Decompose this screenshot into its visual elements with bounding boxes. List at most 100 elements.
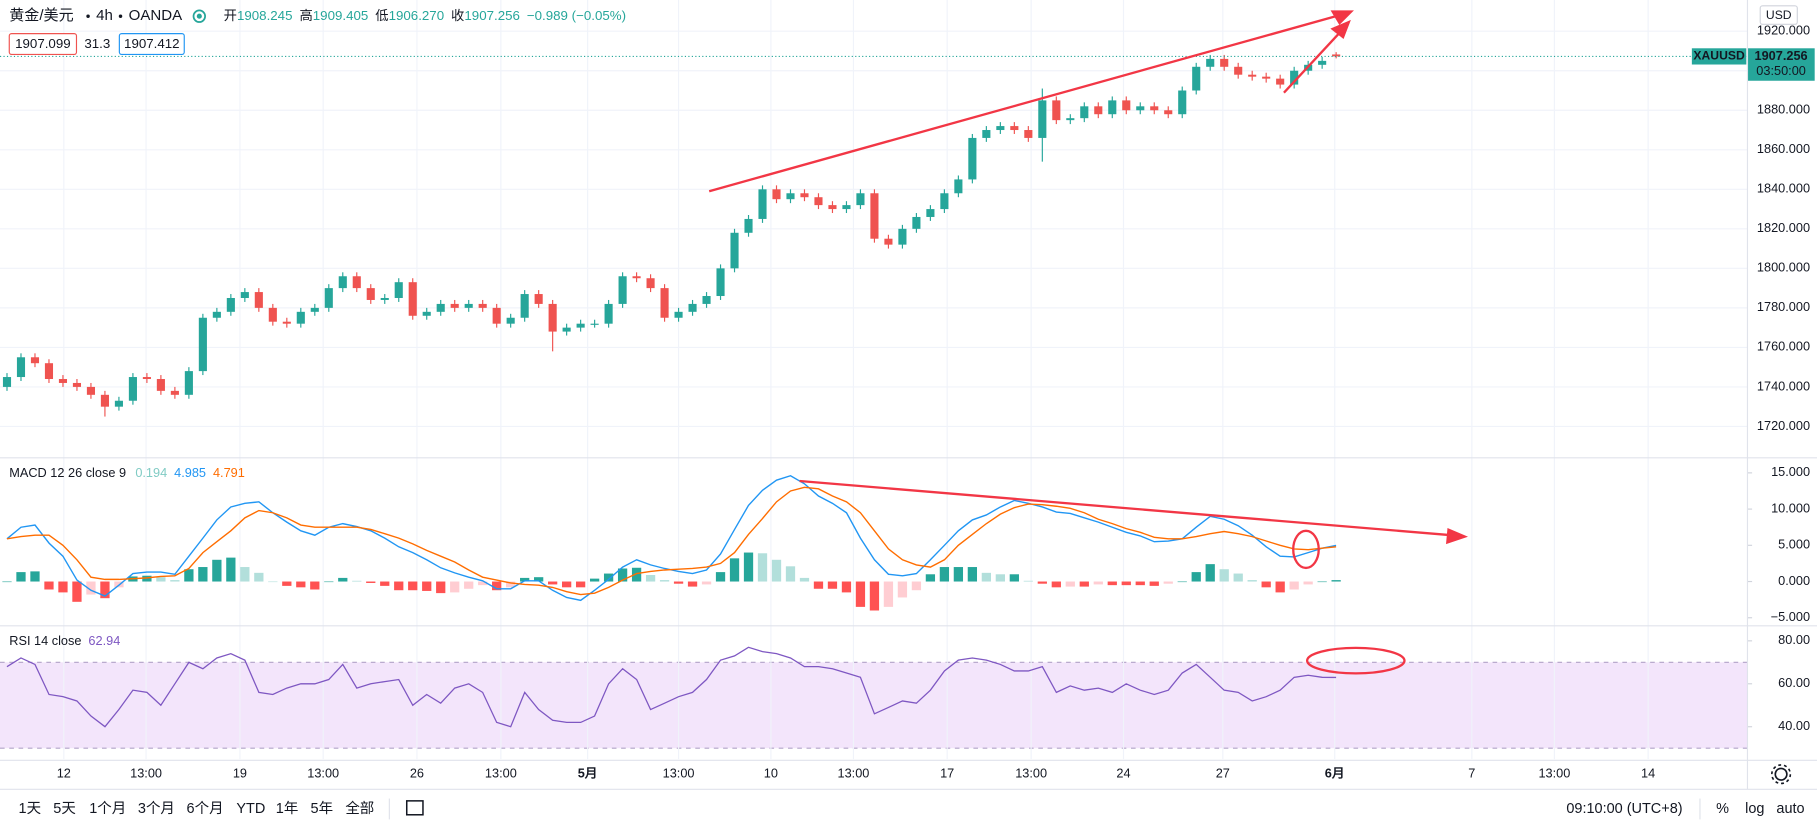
- rsi-legend: RSI 14 close 62.94: [9, 633, 120, 648]
- range-button[interactable]: 6个月: [187, 800, 224, 817]
- x-tick-label: 17: [940, 766, 954, 781]
- x-tick-label: 7: [1468, 766, 1475, 781]
- histogram-bar: [506, 581, 516, 588]
- candle-body: [100, 394, 109, 407]
- clock: 09:10:00 (UTC+8): [1566, 801, 1682, 817]
- candle-body: [366, 288, 375, 300]
- candle-body: [604, 303, 613, 324]
- ask-box[interactable]: [118, 33, 185, 56]
- range-button[interactable]: 5年: [311, 800, 334, 817]
- candle-body: [1332, 54, 1341, 57]
- candle-body: [926, 209, 935, 217]
- ohlc-value: 1909.405: [313, 8, 369, 23]
- range-button[interactable]: 1年: [276, 800, 299, 817]
- histogram-bar: [1093, 581, 1103, 585]
- bid-box[interactable]: [8, 33, 78, 56]
- candle-body: [142, 377, 151, 380]
- trend-line[interactable]: [1283, 27, 1346, 94]
- histogram-bar: [1163, 581, 1173, 584]
- y-tick-label: 40.00: [1778, 718, 1810, 733]
- y-tick-label: 1880.000: [1757, 102, 1810, 117]
- rsi-line: [6, 646, 1337, 728]
- histogram-bar: [520, 577, 530, 582]
- y-tick-label: 60.00: [1778, 675, 1810, 690]
- separator-dot: [118, 14, 123, 18]
- y-tick-label: 1860.000: [1757, 141, 1810, 156]
- histogram-bar: [2, 581, 12, 583]
- separator-dot: [86, 14, 90, 18]
- histogram-bar: [1261, 581, 1271, 588]
- candle-body: [282, 321, 291, 324]
- histogram-bar: [799, 577, 810, 582]
- range-button[interactable]: 5天: [53, 801, 76, 817]
- signal-value: 4.791: [213, 465, 245, 480]
- candle-body: [1164, 110, 1173, 115]
- histogram-bar: [883, 581, 894, 607]
- candle-body: [478, 303, 487, 308]
- compare-icon[interactable]: [405, 800, 424, 816]
- range-button[interactable]: 全部: [345, 799, 374, 817]
- circle-annotation[interactable]: [1305, 646, 1406, 675]
- candle-body: [1052, 100, 1061, 121]
- histogram-bar: [86, 581, 96, 595]
- histogram-bar: [939, 567, 950, 582]
- candle-body: [352, 276, 361, 289]
- settings-icon[interactable]: [1774, 767, 1788, 781]
- histogram-bar: [72, 581, 82, 602]
- range-button[interactable]: 1天: [19, 801, 42, 817]
- histogram-bar: [100, 581, 110, 599]
- candle-body: [450, 303, 459, 308]
- candle-body: [226, 297, 235, 312]
- histogram-bar: [1121, 581, 1131, 586]
- histogram-bar: [142, 575, 152, 582]
- candle-body: [1178, 90, 1187, 115]
- y-tick-label: 1720.000: [1757, 418, 1810, 433]
- histogram-bar: [366, 581, 376, 583]
- candle-body: [856, 193, 865, 206]
- trend-line[interactable]: [708, 12, 1345, 193]
- histogram-bar: [338, 577, 348, 582]
- range-button[interactable]: 1个月: [89, 800, 126, 817]
- y-tick-label: 0.000: [1778, 573, 1810, 588]
- candle-body: [86, 386, 95, 395]
- trend-line[interactable]: [799, 479, 1455, 537]
- candle-body: [520, 294, 529, 318]
- candle-body: [198, 317, 207, 372]
- histogram-bar: [1023, 580, 1033, 582]
- scale-option[interactable]: %: [1716, 801, 1729, 817]
- candle-body: [730, 232, 739, 269]
- candle-body: [408, 282, 417, 316]
- settings-teeth: [1770, 764, 1792, 785]
- histogram-bar: [743, 552, 754, 582]
- candle-body: [170, 390, 179, 395]
- circle-annotation[interactable]: [1292, 529, 1320, 570]
- histogram-bar: [548, 581, 558, 585]
- currency-box[interactable]: [1759, 5, 1798, 25]
- rsi-title: RSI 14 close: [9, 633, 81, 648]
- x-tick-label: 12: [57, 766, 71, 781]
- histogram-bar: [58, 581, 68, 593]
- scale-option[interactable]: auto: [1776, 801, 1804, 817]
- range-button[interactable]: 3个月: [138, 800, 175, 817]
- macd-value: 4.985: [174, 465, 206, 480]
- range-button[interactable]: YTD: [236, 801, 265, 817]
- symbol-tag: [1691, 48, 1747, 65]
- histogram-bar: [715, 572, 726, 582]
- candle-body: [786, 193, 795, 200]
- x-tick-label: 6月: [1325, 766, 1345, 781]
- histogram-bar: [268, 581, 278, 583]
- histogram-bar: [422, 581, 432, 591]
- histogram-bar: [757, 553, 768, 582]
- candle-body: [618, 276, 627, 304]
- histogram-bar: [492, 581, 502, 591]
- y-tick-label: 1820.000: [1757, 220, 1810, 235]
- scale-option[interactable]: log: [1745, 801, 1764, 817]
- histogram-bar: [464, 581, 474, 589]
- candle-body: [716, 268, 725, 297]
- x-tick-label: 24: [1116, 766, 1130, 781]
- bid: 1907.099: [15, 36, 71, 51]
- candle-body: [324, 288, 333, 308]
- histogram-bar: [1233, 573, 1243, 582]
- candle-body: [940, 193, 949, 210]
- macd-legend: MACD 12 26 close 9 0.194 4.985 4.791: [9, 465, 245, 480]
